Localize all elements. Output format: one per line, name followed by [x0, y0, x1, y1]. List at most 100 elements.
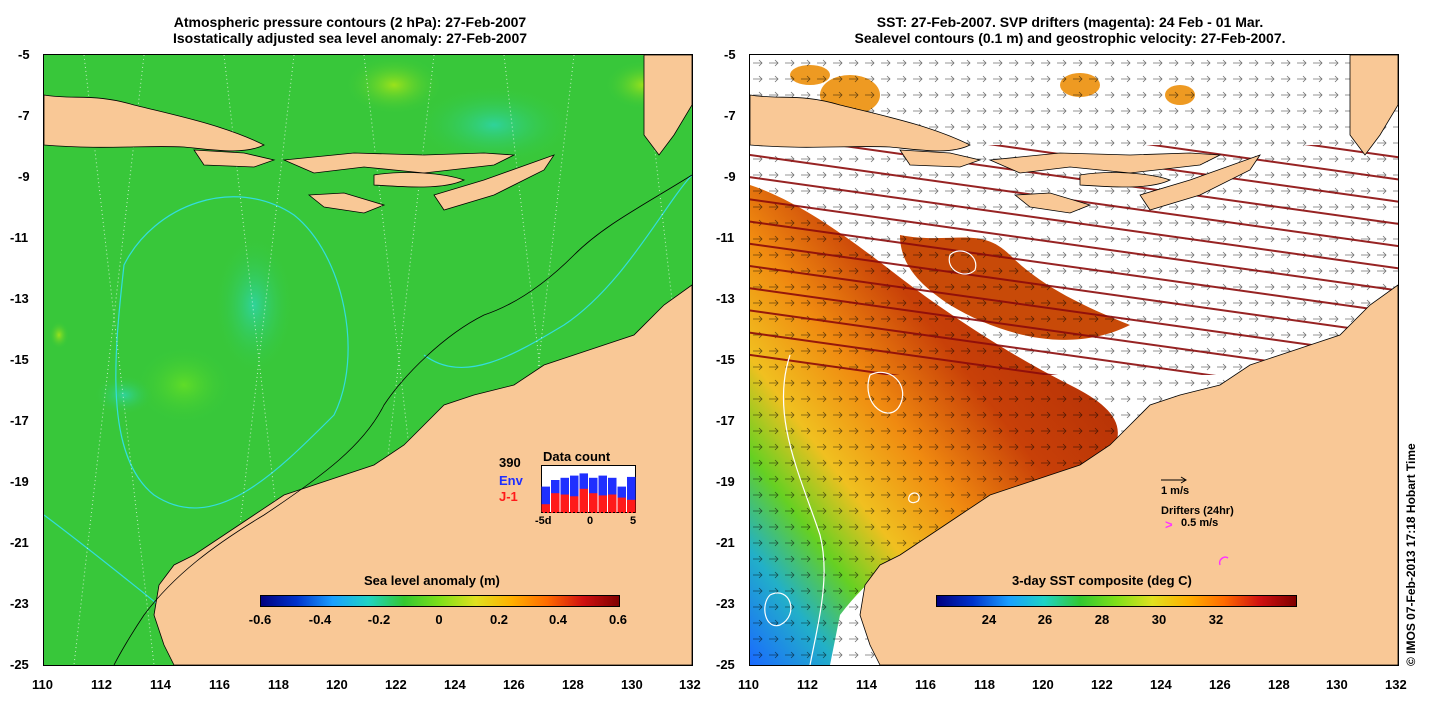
left-x-tick: 112 — [91, 677, 112, 692]
right-y-tick: -5 — [724, 47, 736, 62]
j1-bar — [589, 493, 598, 513]
right-x-tick: 120 — [1032, 677, 1054, 692]
right-y-tick: -25 — [716, 657, 735, 672]
sst-cbar-tick: 24 — [981, 612, 997, 627]
right-x-tick: 122 — [1091, 677, 1113, 692]
sla-map-svg — [44, 55, 692, 665]
sla-cbar-tick: 0 — [435, 612, 443, 627]
right-x-tick: 112 — [797, 677, 818, 692]
right-title-line1: SST: 27-Feb-2007. SVP drifters (magenta)… — [876, 14, 1264, 30]
left-x-tick: 110 — [32, 677, 53, 692]
sst-map-svg — [750, 55, 1398, 665]
left-x-tick: 128 — [562, 677, 584, 692]
left-y-tick: -5 — [18, 47, 30, 62]
sea-level-anomaly-map: 390 Env J-1 Data count -5d 0 5 Sea level… — [43, 54, 693, 666]
left-title: Atmospheric pressure contours (2 hPa): 2… — [95, 14, 605, 46]
left-y-tick: -17 — [10, 413, 29, 428]
j1-bar — [579, 488, 588, 513]
drifters-label: Drifters (24hr) — [1161, 505, 1234, 517]
data-count-xtick-0: -5d — [535, 515, 552, 527]
left-x-tick: 118 — [268, 677, 289, 692]
left-y-tick: -25 — [10, 657, 29, 672]
env-bar — [627, 476, 636, 513]
sla-cbar-tick: -0.4 — [308, 612, 332, 627]
sla-cbar-tick: 0.4 — [548, 612, 568, 627]
left-y-tick: -21 — [10, 535, 29, 550]
velocity-scale-arrow — [1161, 476, 1187, 484]
data-count-title: Data count — [543, 449, 611, 464]
left-x-tick: 124 — [444, 677, 466, 692]
env-label: Env — [499, 473, 523, 488]
data-count-number: 390 — [499, 455, 521, 470]
right-y-tick: -7 — [724, 108, 736, 123]
right-y-tick: -17 — [716, 413, 735, 428]
left-y-tick: -7 — [18, 108, 30, 123]
sst-colorbar — [936, 595, 1297, 607]
data-count-xtick-2: 5 — [630, 515, 637, 527]
right-y-tick: -9 — [724, 169, 736, 184]
data-count-xtick-1: 0 — [587, 515, 594, 527]
env-bar — [570, 475, 579, 513]
left-x-tick: 120 — [326, 677, 348, 692]
left-y-tick: -19 — [10, 474, 29, 489]
right-x-tick: 130 — [1326, 677, 1348, 692]
left-x-tick: 122 — [385, 677, 407, 692]
env-bar — [598, 475, 607, 513]
left-x-tick: 132 — [679, 677, 701, 692]
j1-bar — [541, 504, 550, 513]
right-x-tick: 116 — [915, 677, 936, 692]
left-x-tick: 116 — [209, 677, 230, 692]
right-x-tick: 114 — [856, 677, 877, 692]
sst-cbar-tick: 26 — [1037, 612, 1053, 627]
sla-cbar-tick: 0.2 — [489, 612, 509, 627]
sst-map: 1 m/s Drifters (24hr) > 0.5 m/s 3-day SS… — [749, 54, 1399, 666]
sst-cbar-tick: 30 — [1151, 612, 1167, 627]
left-y-tick: -9 — [18, 169, 30, 184]
left-title-line2: Isostatically adjusted sea level anomaly… — [172, 30, 528, 46]
right-x-tick: 118 — [974, 677, 995, 692]
sla-cbar-tick: 0.6 — [608, 612, 628, 627]
j1-bar — [617, 497, 626, 513]
right-y-tick: -21 — [716, 535, 735, 550]
right-x-tick: 128 — [1268, 677, 1290, 692]
sst-cbar-tick: 32 — [1208, 612, 1224, 627]
land — [44, 55, 692, 665]
credit-text: © IMOS 07-Feb-2013 17:18 Hobart Time — [1404, 443, 1418, 666]
right-x-tick: 124 — [1150, 677, 1172, 692]
left-y-tick: -11 — [10, 230, 29, 245]
sla-cbar-tick: -0.2 — [367, 612, 391, 627]
env-bar — [541, 486, 550, 513]
sla-colorbar-title: Sea level anomaly (m) — [364, 573, 500, 588]
left-y-tick: -15 — [10, 352, 29, 367]
left-x-tick: 126 — [503, 677, 525, 692]
right-y-tick: -11 — [716, 230, 735, 245]
sst-colorbar-title: 3-day SST composite (deg C) — [1012, 573, 1192, 588]
right-title-line2: Sealevel contours (0.1 m) and geostrophi… — [854, 30, 1286, 46]
j1-bar — [551, 493, 560, 513]
left-y-tick: -23 — [10, 596, 29, 611]
sla-colorbar — [260, 595, 620, 607]
right-x-tick: 126 — [1209, 677, 1231, 692]
right-x-tick: 110 — [738, 677, 759, 692]
j1-bar — [608, 494, 617, 513]
right-y-tick: -19 — [716, 474, 735, 489]
right-y-tick: -23 — [716, 596, 735, 611]
right-title: SST: 27-Feb-2007. SVP drifters (magenta)… — [790, 14, 1350, 46]
j1-bar — [627, 499, 636, 513]
sst-cbar-tick: 28 — [1094, 612, 1110, 627]
left-title-line1: Atmospheric pressure contours (2 hPa): 2… — [173, 14, 527, 30]
j1-bar — [570, 496, 579, 513]
left-x-tick: 114 — [150, 677, 171, 692]
j1-bar — [598, 495, 607, 513]
sla-cbar-tick: -0.6 — [248, 612, 272, 627]
j1-bar — [560, 494, 569, 513]
right-x-tick: 132 — [1385, 677, 1407, 692]
velocity-scale-label: 1 m/s — [1161, 485, 1190, 497]
right-y-tick: -15 — [716, 352, 735, 367]
drifter-speed-label: 0.5 m/s — [1181, 517, 1219, 529]
right-y-tick: -13 — [716, 291, 735, 306]
j1-label: J-1 — [499, 489, 518, 504]
left-x-tick: 130 — [621, 677, 643, 692]
data-count-chart — [541, 465, 636, 513]
drifter-symbol: > — [1165, 517, 1173, 532]
